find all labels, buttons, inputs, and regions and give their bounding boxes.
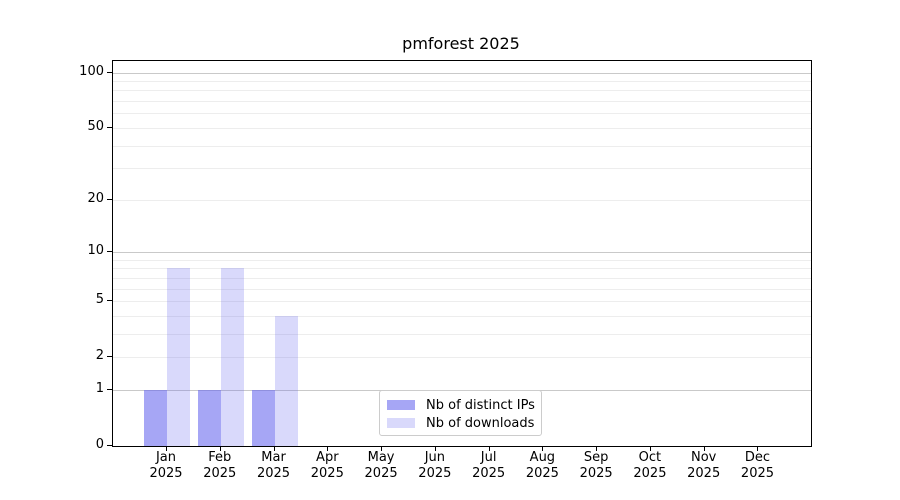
legend-label-downloads: Nb of downloads (426, 415, 535, 431)
gridline-minor (113, 277, 811, 279)
y-tick (107, 389, 112, 390)
gridline-minor (113, 113, 811, 115)
x-tick (489, 446, 490, 451)
x-tick-label-apr: Apr 2025 (295, 450, 359, 482)
x-tick (650, 446, 651, 451)
x-tick-month: Jul (480, 450, 497, 465)
x-tick-month: Apr (316, 450, 339, 465)
x-tick-label-jun: Jun 2025 (403, 450, 467, 482)
y-tick (107, 72, 112, 73)
x-tick-year: 2025 (418, 466, 452, 481)
x-tick-year: 2025 (579, 466, 613, 481)
y-tick (107, 199, 112, 200)
y-tick (107, 356, 112, 357)
x-tick (757, 446, 758, 451)
gridline-minor (113, 268, 811, 270)
x-tick-label-oct: Oct 2025 (618, 450, 682, 482)
chart-title: pmforest 2025 (402, 34, 520, 53)
plot-area (112, 60, 812, 447)
x-tick (274, 446, 275, 451)
gridline-major (113, 251, 811, 253)
x-tick-label-nov: Nov 2025 (672, 450, 736, 482)
gridline-minor (113, 199, 811, 201)
gridline-minor (113, 357, 811, 359)
x-tick-label-mar: Mar 2025 (242, 450, 306, 482)
x-tick-year: 2025 (256, 466, 291, 481)
bar-feb-series0 (197, 389, 221, 446)
gridline-minor (113, 315, 811, 317)
bar-jan-series1 (167, 268, 190, 446)
legend-label-distinct-ips: Nb of distinct IPs (426, 397, 535, 413)
legend: Nb of distinct IPs Nb of downloads (379, 390, 542, 436)
gridline-minor (113, 333, 811, 335)
y-tick (107, 251, 112, 252)
gridline-minor (113, 259, 811, 261)
y-tick (107, 445, 112, 446)
y-tick-label: 0 (95, 437, 104, 452)
x-tick-year: 2025 (633, 466, 667, 481)
x-tick-year: 2025 (740, 466, 775, 481)
x-tick-year: 2025 (203, 466, 237, 481)
gridline-minor (113, 288, 811, 290)
bar-jan-series0 (144, 389, 167, 446)
x-tick-month: Oct (638, 450, 662, 465)
x-tick-month: Sep (583, 450, 609, 465)
x-tick-year: 2025 (364, 466, 398, 481)
y-tick-label: 20 (87, 190, 104, 206)
gridline-minor (113, 301, 811, 303)
x-tick-year: 2025 (149, 466, 183, 481)
x-tick-year: 2025 (472, 466, 506, 481)
x-tick-year: 2025 (525, 466, 559, 481)
x-tick-label-dec: Dec 2025 (725, 450, 789, 482)
x-tick (220, 446, 221, 451)
gridline-minor (113, 145, 811, 147)
x-tick-label-sep: Sep 2025 (564, 450, 628, 482)
legend-swatch-downloads (387, 418, 415, 428)
y-tick-label: 50 (87, 118, 104, 134)
x-tick-month: Jan (155, 450, 177, 465)
gridline-minor (113, 90, 811, 92)
x-tick (166, 446, 167, 451)
bar-mar-series1 (274, 315, 298, 446)
x-tick (596, 446, 597, 451)
y-tick-label: 5 (95, 292, 104, 308)
x-tick (327, 446, 328, 451)
y-tick-label: 100 (79, 63, 104, 79)
y-tick-label: 1 (95, 380, 104, 396)
gridline-minor (113, 168, 811, 170)
x-tick-label-may: May 2025 (349, 450, 413, 482)
x-tick-label-jul: Jul 2025 (457, 450, 521, 482)
gridline-minor (113, 81, 811, 83)
bar-feb-series1 (220, 268, 244, 446)
x-tick-label-aug: Aug 2025 (510, 450, 574, 482)
x-tick (542, 446, 543, 451)
legend-entry-distinct-ips: Nb of distinct IPs (387, 396, 535, 414)
x-tick-month: Aug (529, 450, 556, 465)
x-tick-year: 2025 (687, 466, 721, 481)
gridline-major (113, 72, 811, 74)
y-tick (107, 300, 112, 301)
x-tick-month: Jun (424, 450, 445, 465)
bar-mar-series0 (251, 389, 275, 446)
x-tick-month: Dec (744, 450, 771, 465)
x-tick-month: Feb (208, 450, 232, 465)
y-tick-label: 2 (95, 348, 104, 364)
x-tick (704, 446, 705, 451)
gridline-minor (113, 127, 811, 129)
x-tick-month: May (367, 450, 395, 465)
x-tick-month: Nov (691, 450, 717, 465)
x-tick (381, 446, 382, 451)
x-tick-label-jan: Jan 2025 (134, 450, 198, 482)
x-tick-month: Mar (261, 450, 286, 465)
legend-entry-downloads: Nb of downloads (387, 414, 535, 432)
legend-swatch-distinct-ips (387, 400, 415, 410)
x-tick-year: 2025 (310, 466, 344, 481)
gridline-minor (113, 101, 811, 103)
y-tick-label: 10 (87, 242, 104, 258)
y-tick (107, 127, 112, 128)
x-tick-label-feb: Feb 2025 (188, 450, 252, 482)
x-tick (435, 446, 436, 451)
